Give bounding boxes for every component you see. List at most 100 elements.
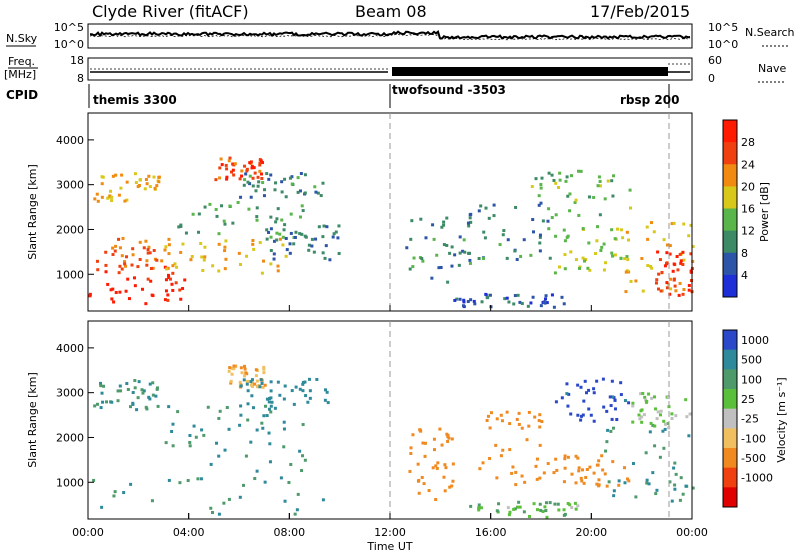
echo-cell — [120, 254, 124, 258]
echo-cell — [167, 478, 171, 482]
echo-cell — [96, 199, 100, 203]
echo-cell — [654, 407, 658, 411]
echo-cell — [654, 492, 658, 496]
echo-cell — [546, 219, 550, 223]
echo-cell — [446, 280, 450, 284]
echo-cell — [592, 387, 596, 391]
velocity-colorbar-swatch — [723, 448, 737, 469]
echo-cell — [224, 257, 228, 261]
echo-cell — [178, 481, 182, 485]
echo-cell — [442, 220, 446, 224]
echo-cell — [293, 512, 297, 516]
echo-cell — [179, 250, 183, 254]
echo-cell — [628, 188, 632, 192]
echo-cell — [688, 412, 692, 416]
echo-cell — [501, 233, 505, 237]
echo-cell — [505, 410, 509, 414]
echo-cell — [326, 401, 330, 405]
nave-tick-top: 60 — [708, 54, 722, 67]
echo-cell — [663, 427, 667, 431]
echo-cell — [627, 238, 631, 242]
nsearch-tick-top: 10^5 — [708, 21, 738, 34]
echo-cell — [282, 427, 286, 431]
echo-cell — [114, 173, 118, 177]
y-tick-label: 3000 — [56, 387, 84, 400]
echo-cell — [110, 400, 114, 404]
echo-cell — [447, 436, 451, 440]
echo-cell — [245, 167, 249, 171]
echo-cell — [439, 265, 443, 269]
echo-cell — [251, 406, 255, 410]
echo-cell — [515, 417, 519, 421]
echo-cell — [538, 235, 542, 239]
echo-cell — [112, 300, 116, 304]
echo-cell — [554, 400, 558, 404]
echo-cell — [436, 461, 440, 465]
echo-cell — [547, 207, 551, 211]
echo-cell — [550, 293, 554, 297]
echo-cell — [537, 203, 541, 207]
echo-cell — [245, 254, 249, 258]
echo-cell — [569, 412, 573, 416]
echo-cell — [282, 420, 286, 424]
echo-cell — [678, 498, 682, 502]
echo-cell — [599, 249, 603, 253]
echo-cell — [510, 471, 514, 475]
echo-cell — [272, 252, 276, 256]
echo-cell — [552, 178, 556, 182]
echo-cell — [135, 408, 139, 412]
echo-cell — [322, 224, 326, 228]
echo-cell — [262, 194, 266, 198]
echo-cell — [317, 225, 321, 229]
echo-cell — [323, 256, 327, 260]
echo-cell — [520, 301, 524, 305]
echo-cell — [419, 217, 423, 221]
echo-cell — [492, 214, 496, 218]
echo-cell — [269, 215, 273, 219]
echo-cell — [175, 265, 179, 269]
echo-cell — [650, 266, 654, 270]
echo-region — [530, 169, 633, 217]
echo-cell — [136, 185, 140, 189]
echo-cell — [267, 431, 271, 435]
echo-cell — [117, 271, 121, 275]
echo-cell — [515, 505, 519, 509]
echo-cell — [197, 230, 201, 234]
echo-cell — [649, 421, 653, 425]
echo-cell — [480, 300, 484, 304]
echo-cell — [203, 255, 207, 259]
echo-cell — [316, 191, 320, 195]
echo-cell — [250, 166, 254, 170]
echo-cell — [143, 187, 147, 191]
echo-cell — [285, 248, 289, 252]
echo-cell — [660, 270, 664, 274]
echo-cell — [124, 255, 128, 259]
echo-cell — [644, 398, 648, 402]
echo-cell — [538, 443, 542, 447]
power-colorbar: Power [dB] 4 8 12 16 20 24 28 — [722, 119, 771, 298]
echo-cell — [240, 371, 244, 375]
echo-cell — [579, 385, 583, 389]
echo-cell — [418, 428, 422, 432]
echo-cell — [133, 284, 137, 288]
echo-cell — [687, 234, 691, 238]
echo-cell — [328, 258, 332, 262]
echo-cell — [554, 181, 558, 185]
velocity-colorbar-tick: -500 — [741, 452, 766, 465]
echo-cell — [110, 297, 114, 301]
echo-cell — [231, 168, 235, 172]
echo-cell — [202, 433, 206, 437]
echo-cell — [657, 287, 661, 291]
echo-cell — [409, 452, 413, 456]
echo-cell — [446, 439, 450, 443]
power-colorbar-swatch — [723, 252, 737, 276]
echo-cell — [409, 237, 413, 241]
echo-cell — [670, 499, 674, 503]
echo-cell — [592, 391, 596, 395]
echo-cell — [581, 413, 585, 417]
echo-cell — [283, 499, 287, 503]
echo-cell — [120, 267, 124, 271]
echo-cell — [565, 392, 569, 396]
echo-cell — [248, 161, 252, 165]
cpid-segment-themis: themis 3300 — [93, 93, 177, 107]
